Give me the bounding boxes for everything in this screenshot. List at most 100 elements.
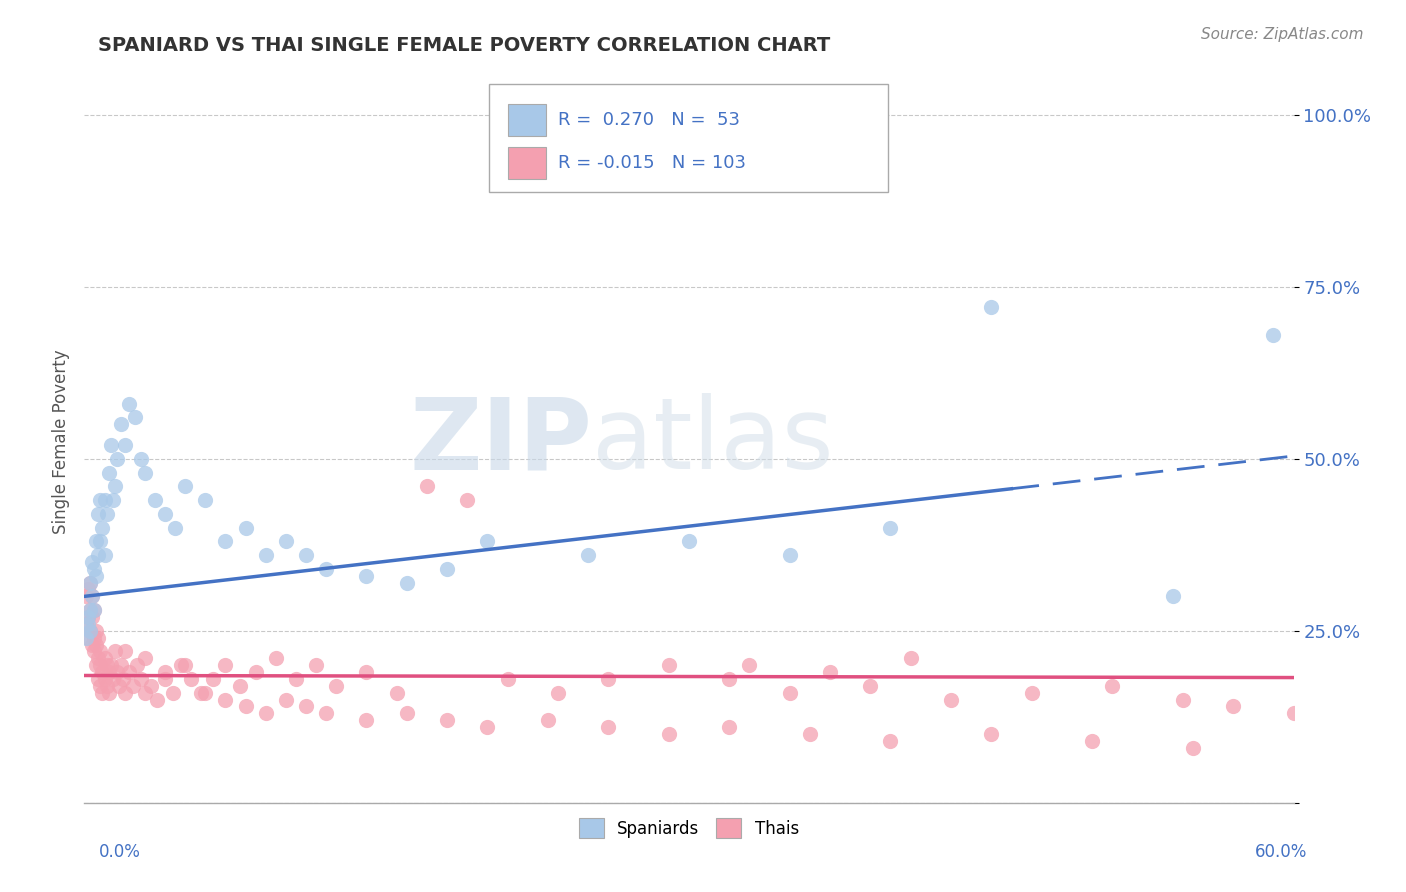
Text: SPANIARD VS THAI SINGLE FEMALE POVERTY CORRELATION CHART: SPANIARD VS THAI SINGLE FEMALE POVERTY C…	[98, 36, 831, 54]
Point	[104, 479, 127, 493]
Point	[1171, 692, 1194, 706]
Point	[105, 451, 128, 466]
Point	[1081, 734, 1104, 748]
Point	[202, 672, 225, 686]
Point	[146, 692, 169, 706]
Point	[859, 679, 882, 693]
Point	[79, 603, 101, 617]
Point	[678, 534, 700, 549]
Point	[86, 568, 108, 582]
Point	[264, 651, 287, 665]
Point	[395, 575, 418, 590]
Point	[325, 679, 347, 693]
Point	[174, 479, 197, 493]
Point	[86, 624, 108, 638]
Text: R = -0.015   N = 103: R = -0.015 N = 103	[558, 154, 747, 172]
Point	[110, 417, 132, 432]
Point	[77, 610, 100, 624]
Point	[1181, 740, 1204, 755]
Point	[83, 562, 105, 576]
Point	[245, 665, 267, 679]
Point	[96, 658, 118, 673]
Point	[89, 679, 111, 693]
Point	[93, 493, 115, 508]
FancyBboxPatch shape	[508, 104, 547, 136]
Point	[1263, 327, 1285, 342]
FancyBboxPatch shape	[508, 147, 547, 179]
Point	[111, 672, 134, 686]
Point	[799, 727, 821, 741]
Text: atlas: atlas	[592, 393, 834, 490]
Point	[86, 534, 108, 549]
Point	[174, 658, 197, 673]
Point	[82, 610, 104, 624]
Point	[79, 603, 101, 617]
Point	[456, 493, 478, 508]
Point	[83, 631, 105, 645]
Point	[305, 658, 328, 673]
Point	[77, 631, 100, 645]
Point	[1161, 590, 1184, 604]
Point	[738, 658, 761, 673]
Point	[77, 616, 100, 631]
Point	[356, 665, 378, 679]
Point	[385, 686, 408, 700]
Point	[980, 301, 1002, 315]
Point	[79, 624, 101, 638]
Point	[315, 706, 337, 721]
Point	[77, 610, 100, 624]
FancyBboxPatch shape	[489, 84, 889, 193]
Point	[254, 706, 277, 721]
Point	[124, 410, 146, 425]
Point	[153, 665, 176, 679]
Point	[87, 631, 110, 645]
Point	[356, 568, 378, 582]
Point	[114, 644, 136, 658]
Point	[190, 686, 212, 700]
Point	[477, 720, 499, 734]
Point	[97, 665, 120, 679]
Point	[114, 438, 136, 452]
Point	[436, 713, 458, 727]
Point	[315, 562, 337, 576]
Point	[1101, 679, 1123, 693]
Point	[82, 590, 104, 604]
Point	[93, 651, 115, 665]
Point	[86, 638, 108, 652]
Point	[93, 672, 115, 686]
Point	[114, 686, 136, 700]
Point	[87, 651, 110, 665]
Point	[134, 686, 156, 700]
Text: R =  0.270   N =  53: R = 0.270 N = 53	[558, 111, 741, 129]
Text: 0.0%: 0.0%	[98, 843, 141, 861]
Point	[235, 520, 257, 534]
Point	[118, 665, 141, 679]
Point	[496, 672, 519, 686]
Point	[105, 665, 128, 679]
Point	[779, 686, 801, 700]
Point	[1021, 686, 1043, 700]
Point	[134, 651, 156, 665]
Point	[101, 672, 124, 686]
Point	[83, 603, 105, 617]
Point	[79, 624, 101, 638]
Point	[254, 548, 277, 562]
Point	[180, 672, 202, 686]
Point	[101, 493, 124, 508]
Point	[91, 520, 114, 534]
Point	[214, 692, 236, 706]
Point	[75, 590, 97, 604]
Point	[87, 672, 110, 686]
Point	[93, 548, 115, 562]
Point	[83, 603, 105, 617]
Text: Source: ZipAtlas.com: Source: ZipAtlas.com	[1201, 27, 1364, 42]
Point	[110, 658, 132, 673]
Point	[86, 658, 108, 673]
Point	[82, 590, 104, 604]
Point	[87, 548, 110, 562]
Point	[77, 582, 100, 597]
Point	[436, 562, 458, 576]
Point	[153, 672, 176, 686]
Point	[214, 658, 236, 673]
Point	[416, 479, 439, 493]
